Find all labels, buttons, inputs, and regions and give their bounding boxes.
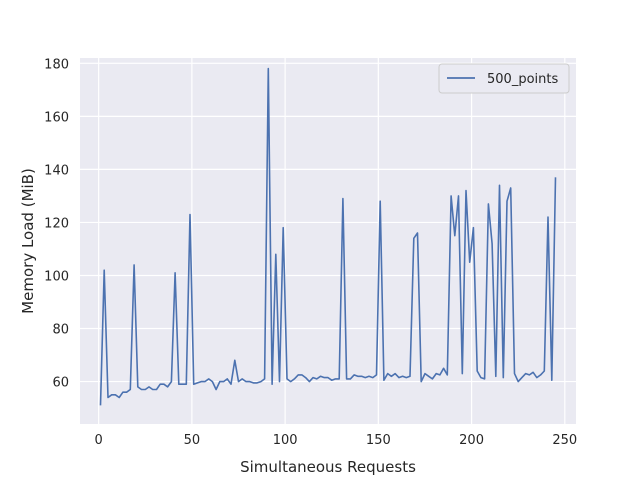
y-tick-label: 60 (52, 376, 69, 391)
y-axis-label: Memory Load (MiB) (19, 168, 37, 314)
series-line-500-points (99, 67, 557, 406)
x-tick-label: 250 (552, 433, 577, 448)
tick-labels: 0 50 100 150 200 250 60 80 100 120 140 160 180 (44, 57, 577, 448)
y-tick-label: 160 (44, 110, 69, 125)
x-tick-label: 100 (273, 433, 298, 448)
y-tick-label: 140 (44, 163, 69, 178)
x-tick-label: 150 (366, 433, 391, 448)
y-tick-label: 100 (44, 269, 69, 284)
x-tick-label: 0 (95, 433, 103, 448)
x-tick-label: 50 (184, 433, 201, 448)
y-tick-label: 180 (44, 57, 69, 72)
legend: 500_points (438, 63, 570, 94)
legend-label: 500_points (487, 72, 558, 87)
legend-box (438, 63, 570, 94)
y-tick-label: 80 (52, 323, 69, 338)
x-tick-label: 200 (459, 433, 484, 448)
plot-area (80, 58, 576, 424)
x-axis-label: Simultaneous Requests (240, 458, 416, 476)
y-tick-label: 120 (44, 216, 69, 231)
